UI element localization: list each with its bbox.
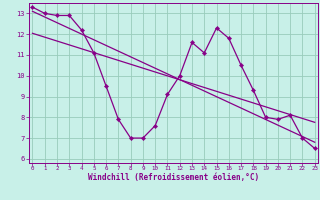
X-axis label: Windchill (Refroidissement éolien,°C): Windchill (Refroidissement éolien,°C): [88, 173, 259, 182]
